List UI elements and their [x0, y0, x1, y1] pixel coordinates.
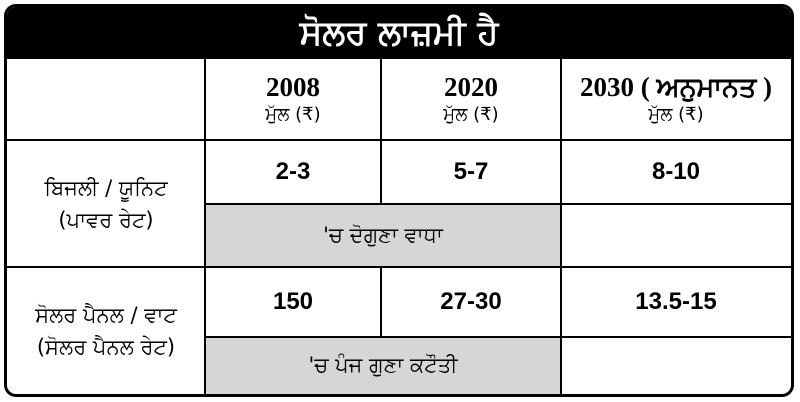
row-label-line: (ਸੋਲਰ ਪੈਨਲ ਰੇਟ) — [36, 334, 176, 359]
column-header-2030: 2030 ( ਅਨੁਮਾਨਤ ) ਮੁੱਲ (₹) — [561, 59, 791, 140]
empty-cell — [561, 204, 791, 267]
column-unit: ਮੁੱਲ (₹) — [648, 103, 704, 125]
grid-line — [380, 266, 382, 338]
grid-line — [204, 336, 791, 338]
grid-line — [560, 59, 562, 394]
column-year: 2020 — [444, 71, 498, 102]
column-year: 2030 ( ਅਨੁਮਾਨਤ ) — [580, 71, 772, 102]
change-note: 'ਚ ਪੰਜ ਗੁਣਾ ਕਟੌਤੀ — [205, 337, 561, 394]
row-label-solar-panel: ਸੋਲਰ ਪੈਨਲ / ਵਾਟ (ਸੋਲਰ ਪੈਨਲ ਰੇਟ) — [7, 267, 205, 394]
grid-line — [380, 59, 382, 204]
grid-line — [204, 59, 206, 394]
grid-line — [204, 203, 791, 205]
value-cell: 13.5-15 — [635, 288, 717, 315]
table-frame: ਸੋਲਰ ਲਾਜ਼ਮੀ ਹੈ 2008 ਮੁੱਲ (₹) 2020 ਮੁੱਲ (… — [4, 4, 794, 397]
empty-header-cell — [7, 59, 205, 140]
value-cell: 8-10 — [651, 158, 701, 185]
row-label-line: ਸੋਲਰ ਪੈਨਲ / ਵਾਟ — [35, 302, 177, 327]
column-header-2020: 2020 ਮੁੱਲ (₹) — [381, 59, 561, 140]
column-unit: ਮੁੱਲ (₹) — [443, 103, 499, 125]
value-cell: 2-3 — [275, 158, 311, 185]
table-title: ਸੋਲਰ ਲਾਜ਼ਮੀ ਹੈ — [7, 7, 791, 59]
column-year: 2008 — [266, 71, 320, 102]
value-cell: 5-7 — [453, 158, 489, 185]
column-header-2008: 2008 ਮੁੱਲ (₹) — [205, 59, 381, 140]
grid-line — [7, 266, 791, 268]
row-label-line: (ਪਾਵਰ ਰੇਟ) — [58, 207, 154, 232]
empty-cell — [561, 337, 791, 394]
change-note: 'ਚ ਦੋਗੁਣਾ ਵਾਧਾ — [205, 204, 561, 267]
grid-line — [7, 139, 791, 141]
column-unit: ਮੁੱਲ (₹) — [265, 103, 321, 125]
row-label-electricity: ਬਿਜਲੀ / ਯੂਨਿਟ (ਪਾਵਰ ਰੇਟ) — [7, 140, 205, 267]
row-label-line: ਬਿਜਲੀ / ਯੂਨਿਟ — [44, 175, 168, 200]
value-cell: 27-30 — [440, 288, 502, 315]
value-cell: 150 — [272, 288, 314, 315]
